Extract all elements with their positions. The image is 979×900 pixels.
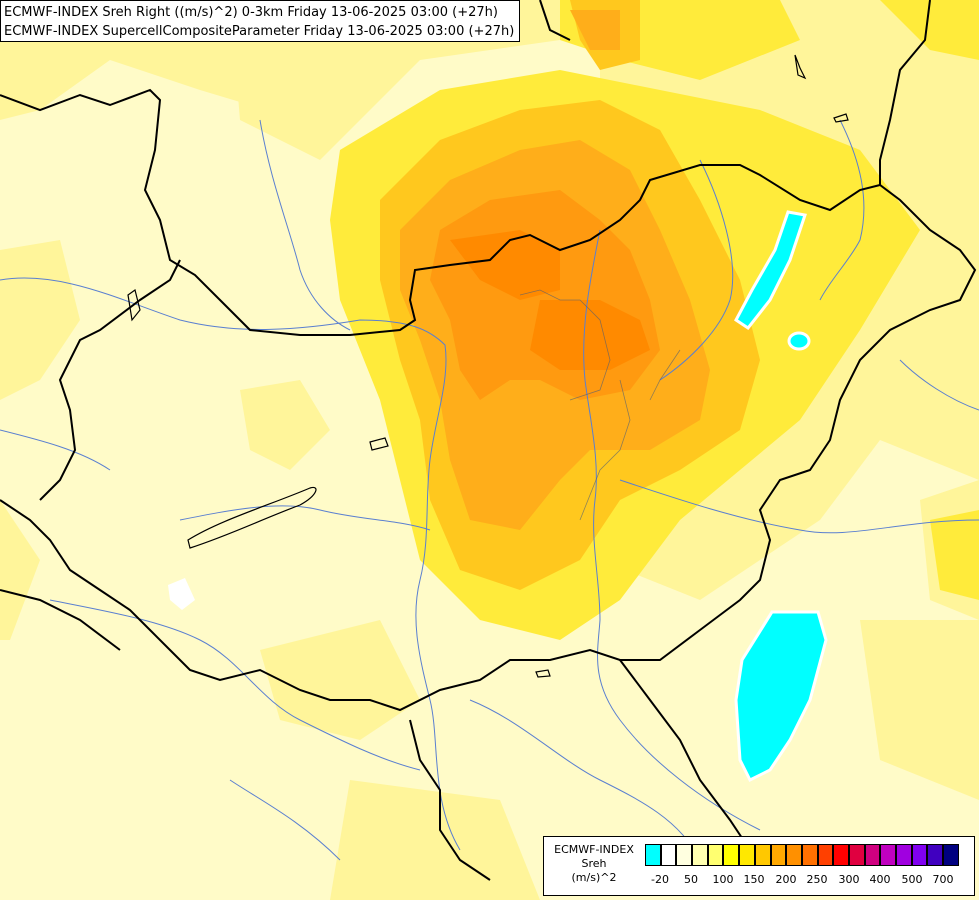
legend-swatch — [943, 844, 959, 866]
legend-tick-label: -20 — [651, 873, 669, 886]
contour-white — [168, 578, 195, 610]
legend-tick-label: 500 — [901, 873, 923, 886]
legend-tick-label: 400 — [869, 873, 891, 886]
legend-swatch — [786, 844, 802, 866]
country-borders — [0, 0, 977, 881]
legend-tick-label: 700 — [932, 873, 954, 886]
legend-swatch — [660, 844, 677, 866]
legend-swatch — [770, 844, 787, 866]
legend-swatch — [707, 844, 724, 866]
legend-swatch — [864, 844, 881, 866]
legend-tick-label: 200 — [775, 873, 797, 886]
legend-swatch — [880, 844, 896, 866]
legend-swatch — [896, 844, 912, 866]
legend-swatch — [817, 844, 834, 866]
legend-swatch — [645, 844, 661, 866]
legend-tick-label: 150 — [743, 873, 765, 886]
legend-title-line-3: (m/s)^2 — [571, 871, 617, 884]
legend-swatches — [645, 844, 959, 866]
legend-swatch — [692, 844, 708, 866]
lakes — [127, 54, 849, 678]
legend-swatch — [801, 844, 818, 866]
region-borders — [519, 289, 681, 521]
legend-swatch — [833, 844, 849, 866]
legend-swatch — [739, 844, 755, 866]
contour-dark-orange — [450, 230, 650, 370]
header-line-2: ECMWF-INDEX SupercellCompositeParameter … — [4, 24, 515, 39]
rivers — [0, 119, 979, 861]
legend-title-line-2: Sreh — [581, 857, 607, 870]
legend-swatch — [848, 844, 865, 866]
legend-swatch — [927, 844, 944, 866]
legend-tick-label: 250 — [806, 873, 828, 886]
legend-swatch — [754, 844, 771, 866]
legend-ticks: -20 50 100 150 200 250 300 400 500 700 — [645, 873, 975, 889]
legend-swatch — [723, 844, 740, 866]
legend-swatch — [676, 844, 693, 866]
legend-tick-label: 300 — [838, 873, 860, 886]
legend-swatch — [911, 844, 928, 866]
color-legend: ECMWF-INDEX Sreh (m/s)^2 -20 50 100 150 200 2… — [543, 836, 975, 896]
legend-tick-label: 50 — [684, 873, 698, 886]
map-header: ECMWF-INDEX Sreh Right ((m/s)^2) 0-3km F… — [0, 0, 520, 42]
legend-title-line-1: ECMWF-INDEX — [554, 843, 634, 856]
contour-cyan — [734, 210, 828, 783]
legend-tick-label: 100 — [712, 873, 734, 886]
header-line-1: ECMWF-INDEX Sreh Right ((m/s)^2) 0-3km F… — [4, 5, 498, 20]
legend-title: ECMWF-INDEX Sreh (m/s)^2 — [544, 843, 644, 885]
